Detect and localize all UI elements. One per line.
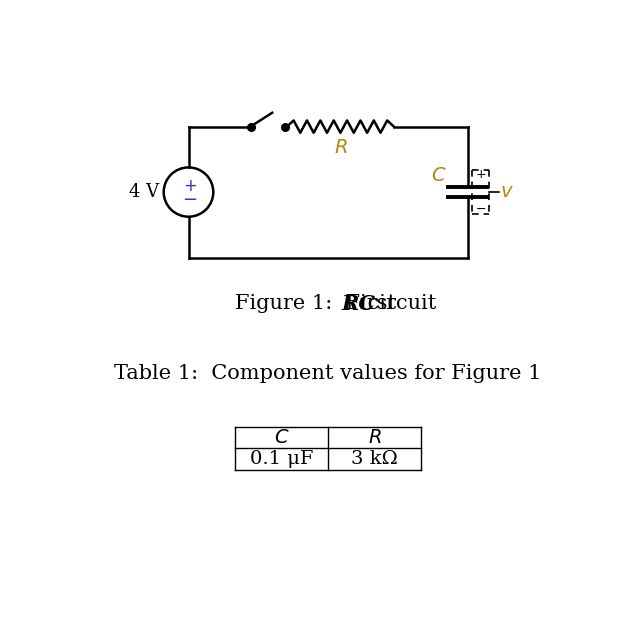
- Text: $v$: $v$: [500, 183, 514, 201]
- Text: 0.1 μF: 0.1 μF: [250, 450, 313, 468]
- Text: $R$: $R$: [367, 429, 381, 447]
- Text: $R$: $R$: [333, 139, 348, 157]
- Text: +: +: [183, 177, 197, 195]
- Text: 4 V: 4 V: [129, 183, 159, 201]
- Text: Table 1:  Component values for Figure 1: Table 1: Component values for Figure 1: [115, 364, 541, 383]
- Text: RC: RC: [342, 293, 376, 314]
- Text: +: +: [476, 168, 486, 181]
- Text: $C$: $C$: [274, 429, 289, 447]
- Text: 3 kΩ: 3 kΩ: [351, 450, 398, 468]
- Text: $C$: $C$: [431, 167, 447, 185]
- Text: −: −: [476, 204, 486, 216]
- Text: circuit: circuit: [360, 294, 436, 313]
- Text: −: −: [182, 191, 198, 209]
- Text: Figure 1:  First: Figure 1: First: [235, 294, 403, 313]
